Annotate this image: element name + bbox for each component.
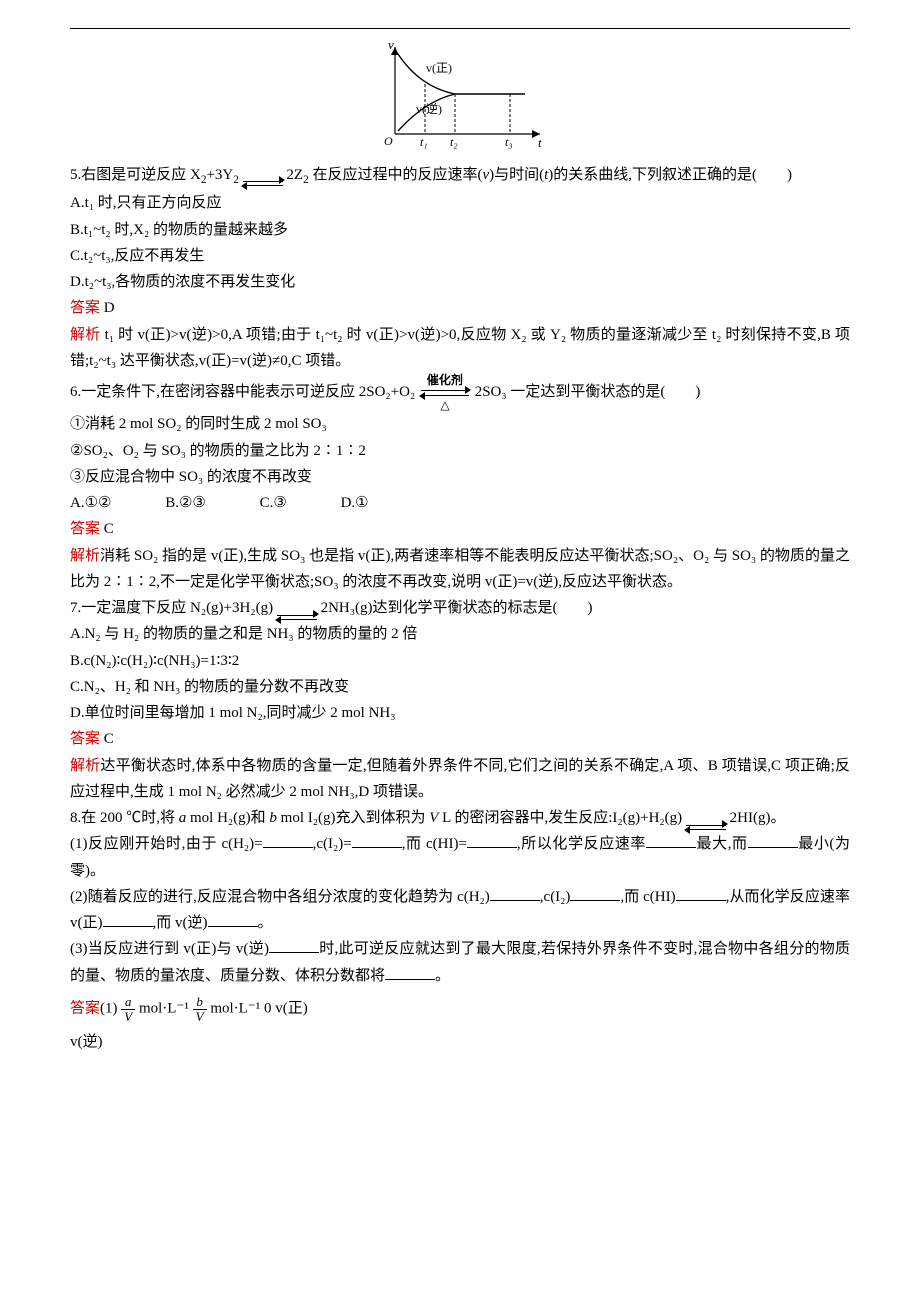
q6-statement-1: ①消耗 2 mol SO₂ 的同时生成 2 mol SO₃ bbox=[70, 411, 850, 437]
q6-option-b: B.②③ bbox=[165, 490, 206, 516]
q6-answer: 答案 C bbox=[70, 516, 850, 542]
q5-option-a: A.t₁ 时,只有正方向反应 bbox=[70, 190, 850, 216]
blank bbox=[467, 832, 517, 848]
x-tick-t2: t₂ bbox=[450, 135, 458, 149]
q7-option-c: C.N₂、H₂ 和 NH₃ 的物质的量分数不再改变 bbox=[70, 674, 850, 700]
q6-statement-3: ③反应混合物中 SO₃ 的浓度不再改变 bbox=[70, 464, 850, 490]
q7-option-a: A.N₂ 与 H₂ 的物质的量之和是 NH₃ 的物质的量的 2 倍 bbox=[70, 621, 850, 647]
blank bbox=[352, 832, 402, 848]
q8-part1: (1)反应刚开始时,由于 c(H₂)=,c(I₂)=,而 c(HI)=,所以化学… bbox=[70, 831, 850, 884]
x-tick-t3: t₃ bbox=[505, 135, 513, 149]
q6-options: A.①② B.②③ C.③ D.① bbox=[70, 490, 850, 516]
top-rule bbox=[70, 28, 850, 29]
blank bbox=[676, 885, 726, 901]
x-axis-label: t bbox=[538, 135, 542, 149]
q8-answer-line2: v(逆) bbox=[70, 1029, 850, 1055]
blank bbox=[208, 911, 258, 927]
blank bbox=[269, 937, 319, 953]
q8-part3: (3)当反应进行到 v(正)与 v(逆)时,此可逆反应就达到了最大限度,若保持外… bbox=[70, 936, 850, 989]
q6-explain: 解析消耗 SO₂ 指的是 v(正),生成 SO₃ 也是指 v(正),两者速率相等… bbox=[70, 543, 850, 596]
q5-option-b: B.t₁~t₂ 时,X₂ 的物质的量越来越多 bbox=[70, 217, 850, 243]
fraction-a-over-v: aV bbox=[121, 995, 135, 1023]
blank bbox=[263, 832, 313, 848]
q7-option-b: B.c(N₂)∶c(H₂)∶c(NH₃)=1∶3∶2 bbox=[70, 648, 850, 674]
q5-answer: 答案 D bbox=[70, 295, 850, 321]
blank bbox=[570, 885, 620, 901]
blank bbox=[490, 885, 540, 901]
q8-stem: 8.在 200 ℃时,将 a mol H₂(g)和 b mol I₂(g)充入到… bbox=[70, 805, 850, 831]
q7-stem: 7.一定温度下反应 N₂(g)+3H₂(g) 2NH₃(g)达到化学平衡状态的标… bbox=[70, 595, 850, 621]
y-axis-label: v bbox=[388, 39, 394, 52]
q6-option-c: C.③ bbox=[260, 490, 287, 516]
svg-text:O: O bbox=[384, 134, 393, 148]
q8-part2: (2)随着反应的进行,反应混合物中各组分浓度的变化趋势为 c(H₂),c(I₂)… bbox=[70, 884, 850, 937]
q5-explain: 解析 t₁ 时 v(正)>v(逆)>0,A 项错;由于 t₁~t₂ 时 v(正)… bbox=[70, 322, 850, 375]
catalyst-arrow: 催化剂 △ bbox=[419, 374, 471, 411]
q5-stem: 5.右图是可逆反应 X2+3Y2 2Z2 在反应过程中的反应速率(v)与时间(t… bbox=[70, 162, 850, 191]
q5-option-d: D.t₂~t₃,各物质的浓度不再发生变化 bbox=[70, 269, 850, 295]
blank bbox=[103, 911, 153, 927]
rate-time-chart: v t O v(正) v(逆) t₁ t₂ t₃ bbox=[70, 39, 850, 158]
label-v-reverse: v(逆) bbox=[416, 101, 442, 116]
q7-option-d: D.单位时间里每增加 1 mol N₂,同时减少 2 mol NH₃ bbox=[70, 700, 850, 726]
label-v-forward: v(正) bbox=[426, 61, 452, 75]
q6-statement-2: ②SO₂、O₂ 与 SO₃ 的物质的量之比为 2∶1∶2 bbox=[70, 438, 850, 464]
q7-explain: 解析达平衡状态时,体系中各物质的含量一定,但随着外界条件不同,它们之间的关系不确… bbox=[70, 753, 850, 806]
fraction-b-over-v: bV bbox=[193, 995, 207, 1023]
blank bbox=[646, 832, 696, 848]
curve-v-forward bbox=[398, 54, 525, 94]
q8-answer-line1: 答案(1) aV mol·L⁻¹ bV mol·L⁻¹ 0 v(正) bbox=[70, 995, 850, 1023]
q6-option-a: A.①② bbox=[70, 490, 111, 516]
q6-stem: 6.一定条件下,在密闭容器中能表示可逆反应 2SO₂+O₂ 催化剂 △ 2SO₃… bbox=[70, 374, 850, 411]
q6-option-d: D.① bbox=[341, 490, 369, 516]
blank bbox=[385, 964, 435, 980]
q7-answer: 答案 C bbox=[70, 726, 850, 752]
blank bbox=[748, 832, 798, 848]
x-tick-t1: t₁ bbox=[420, 135, 428, 149]
q5-option-c: C.t₂~t₃,反应不再发生 bbox=[70, 243, 850, 269]
